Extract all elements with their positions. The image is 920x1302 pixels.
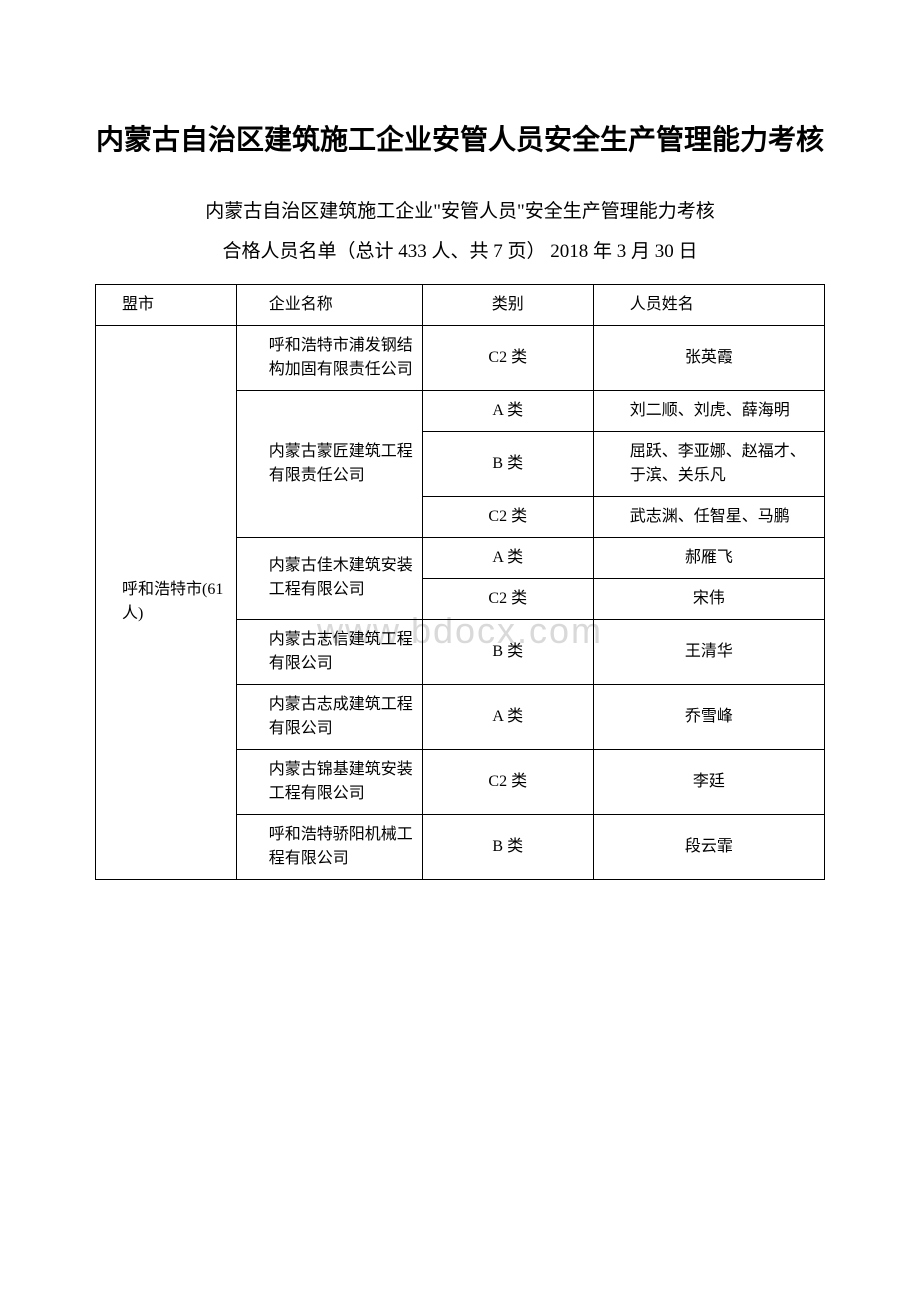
cell-category: C2 类 — [422, 749, 593, 814]
cell-category: B 类 — [422, 814, 593, 879]
header-category: 类别 — [422, 284, 593, 325]
table-body: 呼和浩特市(61 人) 呼和浩特市浦发钢结构加固有限责任公司 C2 类 张英霞 … — [96, 325, 825, 879]
cell-category: B 类 — [422, 619, 593, 684]
header-city: 盟市 — [96, 284, 237, 325]
header-company: 企业名称 — [236, 284, 422, 325]
cell-name: 王清华 — [593, 619, 824, 684]
table-header-row: 盟市 企业名称 类别 人员姓名 — [96, 284, 825, 325]
cell-category: A 类 — [422, 684, 593, 749]
cell-company: 内蒙古佳木建筑安装工程有限公司 — [236, 537, 422, 619]
subtitle-line1: 内蒙古自治区建筑施工企业"安管人员"安全生产管理能力考核 — [115, 192, 805, 232]
cell-city: 呼和浩特市(61 人) — [96, 325, 237, 879]
cell-category: A 类 — [422, 390, 593, 431]
cell-category: C2 类 — [422, 578, 593, 619]
cell-name: 屈跃、李亚娜、赵福才、于滨、关乐凡 — [593, 431, 824, 496]
cell-company: 内蒙古志成建筑工程有限公司 — [236, 684, 422, 749]
cell-name: 乔雪峰 — [593, 684, 824, 749]
cell-company: 内蒙古蒙匠建筑工程有限责任公司 — [236, 390, 422, 537]
cell-company: 呼和浩特市浦发钢结构加固有限责任公司 — [236, 325, 422, 390]
page-title: 内蒙古自治区建筑施工企业安管人员安全生产管理能力考核 — [95, 120, 825, 162]
subtitle-line2: 合格人员名单（总计 433 人、共 7 页） 2018 年 3 月 30 日 — [115, 232, 805, 272]
cell-company: 内蒙古锦基建筑安装工程有限公司 — [236, 749, 422, 814]
cell-name: 武志渊、任智星、马鹏 — [593, 496, 824, 537]
cell-name: 段云霏 — [593, 814, 824, 879]
cell-name: 李廷 — [593, 749, 824, 814]
cell-company: 呼和浩特骄阳机械工程有限公司 — [236, 814, 422, 879]
cell-name: 宋伟 — [593, 578, 824, 619]
subtitle: 内蒙古自治区建筑施工企业"安管人员"安全生产管理能力考核 合格人员名单（总计 4… — [95, 192, 825, 272]
header-name: 人员姓名 — [593, 284, 824, 325]
cell-company: 内蒙古志信建筑工程有限公司 — [236, 619, 422, 684]
cell-name: 郝雁飞 — [593, 537, 824, 578]
personnel-table: 盟市 企业名称 类别 人员姓名 呼和浩特市(61 人) 呼和浩特市浦发钢结构加固… — [95, 284, 825, 880]
cell-category: C2 类 — [422, 325, 593, 390]
cell-category: B 类 — [422, 431, 593, 496]
cell-name: 刘二顺、刘虎、薛海明 — [593, 390, 824, 431]
cell-name: 张英霞 — [593, 325, 824, 390]
cell-category: A 类 — [422, 537, 593, 578]
cell-category: C2 类 — [422, 496, 593, 537]
table-row: 呼和浩特市(61 人) 呼和浩特市浦发钢结构加固有限责任公司 C2 类 张英霞 — [96, 325, 825, 390]
